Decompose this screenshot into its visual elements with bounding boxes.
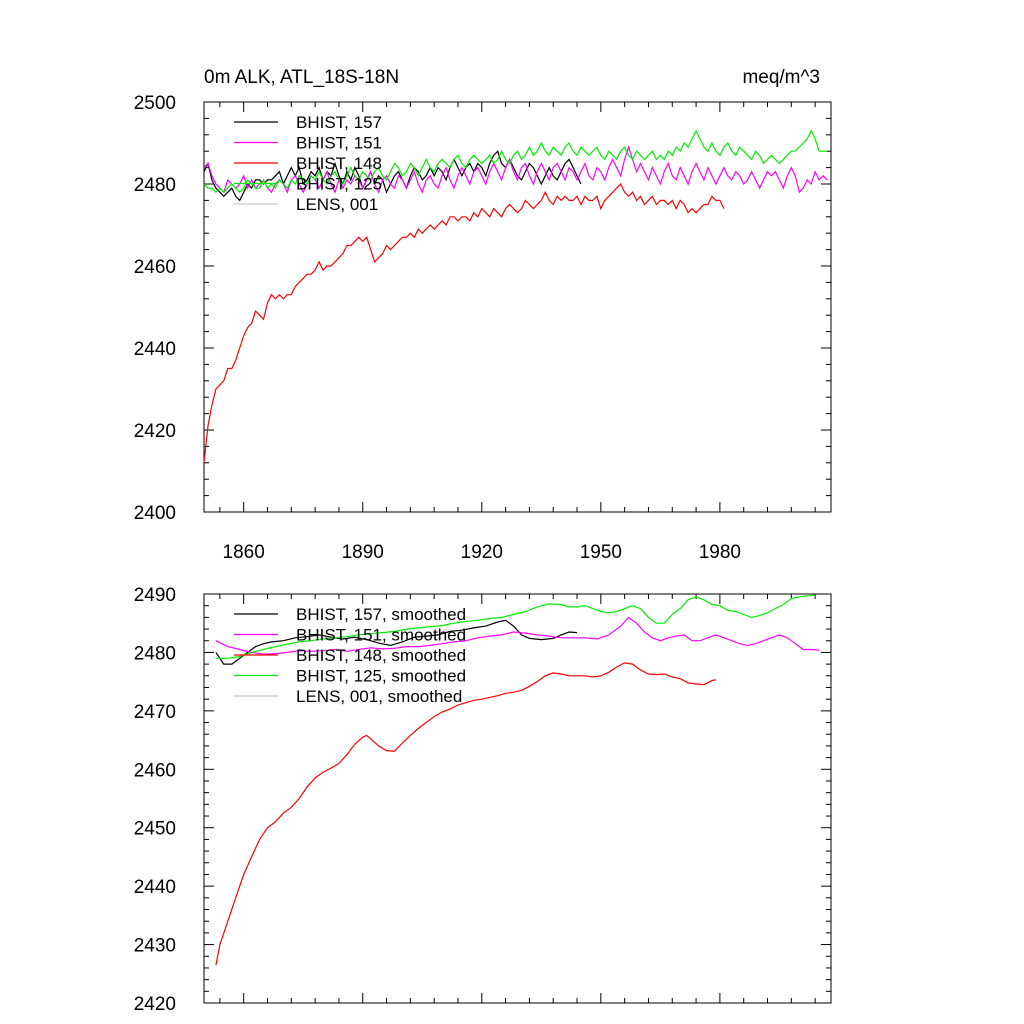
y-tick-label: 2400 [134,503,176,524]
legend-label: BHIST, 148 [296,154,382,173]
y-tick-label: 2420 [134,994,176,1015]
x-tick-label: 1950 [580,542,622,563]
y-tick-label: 2480 [134,643,176,664]
legend-label: BHIST, 157, smoothed [296,605,466,624]
plot-frame [203,101,832,513]
legend-label: BHIST, 157 [296,113,382,132]
legend-label: BHIST, 125 [296,175,382,194]
legend-label: BHIST, 125, smoothed [296,667,466,686]
x-tick-label: 1860 [223,542,265,563]
chart-title: 0m ALK, ATL_18S-18N [204,67,399,88]
y-tick-label: 2490 [134,585,176,606]
y-tick-label: 2460 [134,257,176,278]
legend-label: BHIST, 148, smoothed [296,646,466,665]
series-line-0 [203,150,582,202]
series-line-3 [215,594,816,659]
bottom-panel: 2420 2430 2440 2450 2460 2470 2480 2490 BHIST, 1… [134,585,832,1015]
legend-label: BHIST, 151, smoothed [296,626,466,645]
series-line-2 [215,662,716,966]
y-tick-label: 2460 [134,760,176,781]
x-tick-label: 1980 [699,542,741,563]
chart-units: meq/m^3 [742,67,820,88]
x-tick-label: 1920 [461,542,503,563]
y-tick-label: 2430 [134,936,176,957]
series-line-1 [215,616,820,655]
y-tick-label: 2440 [134,877,176,898]
legend-label: LENS, 001, smoothed [296,687,462,706]
legend-label: LENS, 001 [296,195,378,214]
y-tick-label: 2480 [134,175,176,196]
series-line-3 [203,129,827,194]
plot-frame [203,593,832,1004]
y-tick-label: 2500 [134,93,176,114]
y-tick-label: 2440 [134,339,176,360]
series-line-0 [215,619,578,665]
y-tick-label: 2420 [134,421,176,442]
y-tick-label: 2450 [134,819,176,840]
x-tick-label: 1890 [342,542,384,563]
legend-label: BHIST, 151 [296,134,382,153]
top-panel: 2400 2420 2440 2460 2480 2500 1860 1890 1920 1950… [134,93,832,563]
series-line-2 [203,182,725,463]
y-tick-label: 2470 [134,702,176,723]
